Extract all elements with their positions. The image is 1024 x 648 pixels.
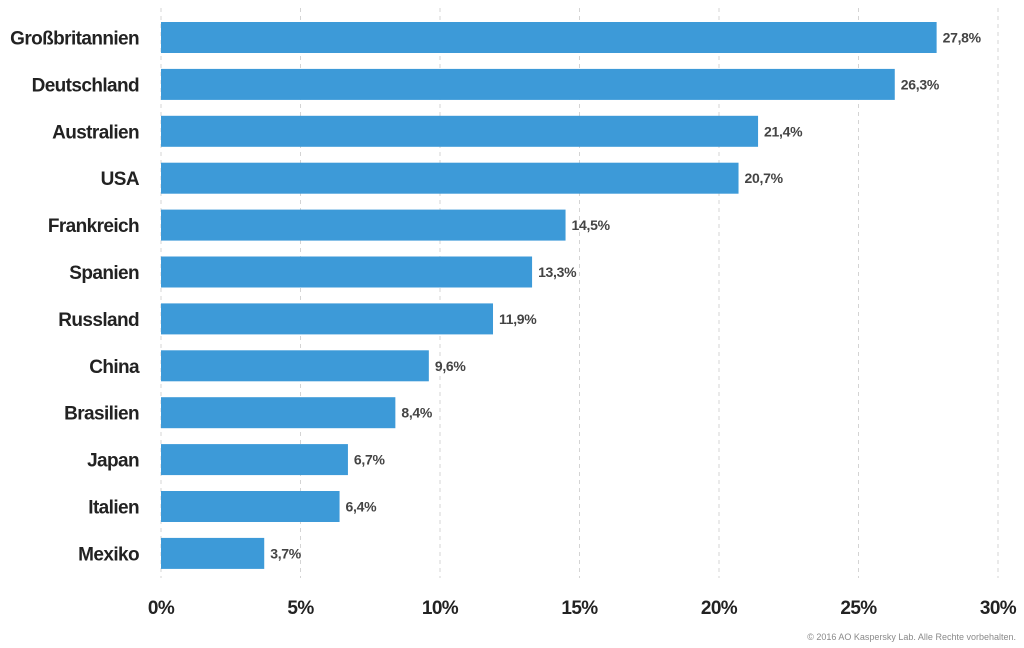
- bar: [161, 397, 396, 429]
- grid-lines: [160, 8, 999, 578]
- bar: [161, 22, 937, 53]
- value-label: 6,4%: [346, 499, 378, 515]
- value-label: 3,7%: [270, 545, 302, 561]
- value-label: 8,4%: [401, 405, 433, 421]
- x-tick-label: 0%: [148, 598, 175, 619]
- x-tick-label: 25%: [840, 598, 877, 619]
- category-label: Australien: [52, 122, 139, 143]
- bars: [161, 22, 937, 569]
- category-label: Spanien: [69, 263, 139, 284]
- copyright-notice: © 2016 AO Kaspersky Lab. Alle Rechte vor…: [807, 632, 1016, 642]
- category-label: Frankreich: [48, 216, 139, 237]
- value-label: 9,6%: [435, 358, 467, 374]
- category-label: Japan: [87, 451, 139, 472]
- category-label: Großbritannien: [10, 29, 139, 50]
- x-tick-label: 20%: [701, 598, 738, 619]
- value-label: 11,9%: [499, 311, 537, 327]
- x-tick-label: 30%: [980, 598, 1017, 619]
- value-label: 6,7%: [354, 452, 386, 468]
- bar: [161, 162, 739, 194]
- bar: [161, 256, 533, 288]
- bar: [161, 491, 340, 522]
- bar: [161, 303, 494, 335]
- bar: [161, 115, 759, 147]
- category-label: Mexiko: [78, 544, 139, 565]
- category-label: China: [89, 357, 140, 378]
- value-labels: 27,8% 26,3% 21,4% 20,7% 14,5% 13,3% 11,9% 9,6% 8…: [270, 30, 982, 562]
- category-label: Deutschland: [32, 75, 139, 96]
- bar: [161, 209, 566, 241]
- category-label: USA: [101, 169, 140, 190]
- x-tick-label: 15%: [561, 598, 598, 619]
- value-label: 13,3%: [538, 264, 577, 280]
- bar: [161, 444, 348, 476]
- bar: [161, 537, 265, 569]
- x-axis-tick-labels: 0% 5% 10% 15% 20% 25% 30%: [148, 598, 1018, 619]
- value-label: 27,8%: [943, 30, 982, 46]
- category-label: Russland: [58, 310, 139, 331]
- value-label: 21,4%: [764, 123, 803, 139]
- value-label: 26,3%: [901, 76, 940, 92]
- value-label: 14,5%: [572, 217, 611, 233]
- x-tick-label: 5%: [287, 598, 314, 619]
- category-label: Italien: [88, 498, 139, 519]
- bar: [161, 68, 895, 100]
- value-label: 20,7%: [745, 170, 784, 186]
- category-label: Brasilien: [64, 404, 139, 425]
- category-labels: Großbritannien Deutschland Australien USA Fr…: [10, 29, 140, 566]
- bar: [161, 350, 429, 382]
- x-tick-label: 10%: [422, 598, 459, 619]
